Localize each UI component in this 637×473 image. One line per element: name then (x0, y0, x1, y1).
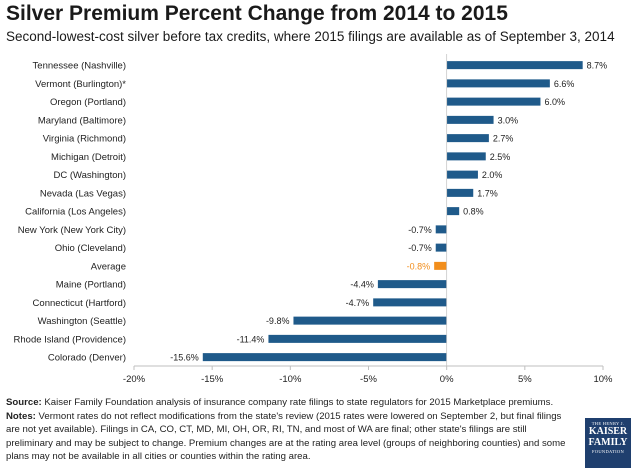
logo-line-1: THE HENRY J. (591, 421, 625, 426)
bar (268, 334, 447, 343)
category-label: Rhode Island (Providence) (14, 334, 126, 345)
data-label: 3.0% (498, 115, 519, 125)
category-label: Vermont (Burlington)* (35, 79, 126, 90)
logo-line-3: FOUNDATION (592, 449, 624, 454)
data-label: -15.6% (170, 353, 199, 363)
bar (293, 316, 447, 325)
chart-subtitle: Second-lowest-cost silver before tax cre… (6, 29, 615, 44)
chart-footer: Source: Kaiser Family Foundation analysi… (6, 396, 566, 464)
category-label: Michigan (Detroit) (51, 152, 126, 163)
data-label: -0.8% (407, 261, 431, 271)
x-tick-label: 10% (593, 374, 613, 385)
notes-text: Vermont rates do not reflect modificatio… (6, 410, 566, 463)
bar-average (434, 261, 447, 270)
bar (202, 353, 447, 362)
bar (435, 225, 447, 234)
category-label: Virginia (Richmond) (43, 134, 126, 145)
category-label: Average (91, 261, 126, 272)
data-label: 6.6% (554, 79, 575, 89)
bar (446, 207, 460, 216)
source-label: Source: (6, 397, 42, 408)
bar (377, 280, 447, 289)
bar (446, 188, 474, 197)
category-label: Connecticut (Hartford) (33, 298, 126, 309)
category-label: New York (New York City) (18, 225, 126, 236)
data-label: -11.4% (237, 334, 265, 344)
bar-chart: Tennessee (Nashville) 8.7% Vermont (Burlin… (14, 54, 613, 385)
bar (446, 134, 489, 143)
data-label: -4.4% (350, 280, 374, 290)
data-label: -4.7% (346, 298, 370, 308)
kff-logo: THE HENRY J. KAISER FAMILY FOUNDATION (585, 418, 631, 468)
notes-label: Notes: (6, 410, 36, 422)
category-label: DC (Washington) (53, 170, 126, 181)
category-label: Washington (Seattle) (38, 316, 126, 327)
x-tick-label: 5% (518, 374, 532, 385)
category-label: Maine (Portland) (56, 280, 126, 291)
source-text: Kaiser Family Foundation analysis of ins… (41, 397, 554, 408)
bar (435, 243, 447, 252)
category-label: Ohio (Cleveland) (55, 243, 126, 254)
x-tick-label: -15% (201, 374, 224, 385)
data-label: 2.0% (482, 170, 503, 180)
data-label: 1.7% (477, 188, 498, 198)
category-label: Oregon (Portland) (50, 97, 126, 108)
category-label: Nevada (Las Vegas) (40, 188, 126, 199)
bar (446, 115, 494, 124)
x-tick-label: -20% (123, 374, 146, 385)
category-label: California (Los Angeles) (25, 207, 126, 218)
logo-line-2a: KAISER (588, 426, 628, 437)
bar (446, 61, 583, 70)
chart-title: Silver Premium Percent Change from 2014 … (6, 2, 508, 25)
data-label: 0.8% (463, 207, 484, 217)
x-tick-label: 0% (440, 374, 454, 385)
category-label: Colorado (Denver) (48, 353, 126, 364)
data-label: -9.8% (266, 316, 290, 326)
x-tick-label: -10% (279, 374, 302, 385)
bar (446, 152, 486, 161)
data-label: -0.7% (408, 243, 432, 253)
bar (446, 170, 478, 179)
data-label: 6.0% (544, 97, 565, 107)
bar (446, 79, 550, 88)
data-label: 2.5% (490, 152, 511, 162)
data-label: -0.7% (408, 225, 432, 235)
bar (373, 298, 447, 307)
data-label: 2.7% (493, 134, 514, 144)
bar (446, 97, 541, 106)
x-tick-label: -5% (360, 374, 377, 385)
logo-line-2b: FAMILY (588, 437, 628, 448)
category-label: Maryland (Baltimore) (38, 115, 126, 126)
category-label: Tennessee (Nashville) (33, 61, 126, 72)
data-label: 8.7% (587, 61, 608, 71)
